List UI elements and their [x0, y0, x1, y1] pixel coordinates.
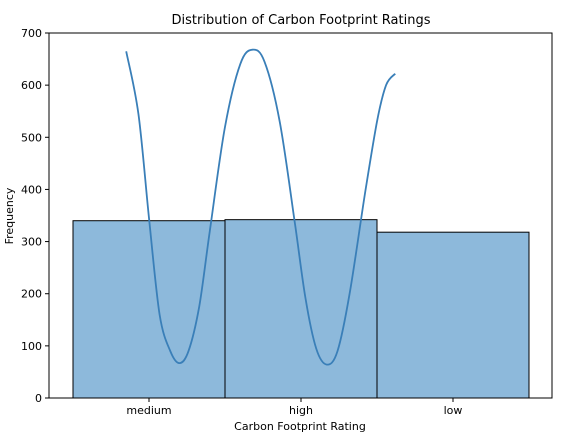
- y-axis: 0 100 200 300 400 500 600 700: [21, 27, 49, 405]
- x-axis: medium high low: [126, 398, 462, 417]
- y-tick-label: 700: [21, 27, 42, 40]
- x-tick-label-medium: medium: [126, 404, 171, 417]
- y-tick-label: 0: [35, 392, 42, 405]
- y-tick-label: 300: [21, 236, 42, 249]
- y-axis-label: Frequency: [3, 187, 16, 244]
- bar-high: [224, 219, 378, 399]
- y-tick-label: 500: [21, 131, 42, 144]
- y-tick-label: 100: [21, 340, 42, 353]
- x-axis-label: Carbon Footprint Rating: [234, 420, 366, 433]
- kde-curve: [125, 48, 396, 366]
- bars-group: [72, 219, 530, 399]
- chart-title: Distribution of Carbon Footprint Ratings: [172, 13, 431, 28]
- bar-low: [376, 231, 530, 399]
- y-tick-label: 400: [21, 183, 42, 196]
- y-tick-label: 200: [21, 288, 42, 301]
- x-tick-label-low: low: [444, 404, 463, 417]
- x-tick-label-high: high: [289, 404, 313, 417]
- y-tick-label: 600: [21, 79, 42, 92]
- bar-medium: [72, 220, 226, 399]
